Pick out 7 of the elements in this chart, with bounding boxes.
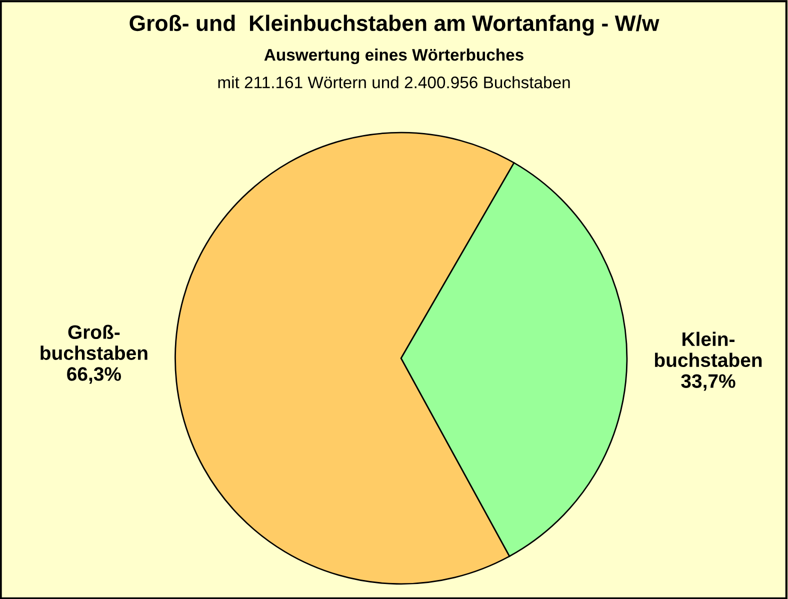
data-label: 66,3%	[67, 367, 121, 384]
data-label: 33,7%	[681, 374, 736, 391]
slice-label: Klein- buchstaben	[654, 332, 762, 368]
text: mit 211.161 Wörtern und 2.400.956 Buchstaben	[218, 76, 570, 88]
slice-label: Groß- buchstaben	[40, 324, 148, 360]
chart-title: Groß- und Kleinbuchstaben am Wortanfang - W/w	[130, 14, 660, 36]
chart-subtitle: Auswertung eines Wörterbuches	[264, 48, 524, 64]
